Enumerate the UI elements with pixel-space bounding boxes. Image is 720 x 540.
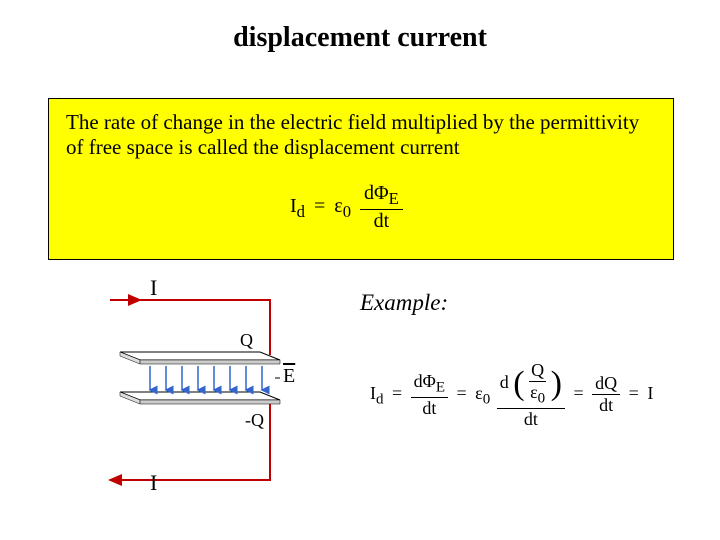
definition-text: The rate of change in the electric field… — [66, 110, 656, 160]
label-E: E — [283, 365, 295, 388]
f1-lhs: Id — [290, 195, 305, 217]
f1-eps: ε0 — [334, 195, 351, 217]
label-I-top: I — [150, 275, 157, 301]
f2-term1: dΦE dt — [411, 371, 448, 419]
f2-term3: dQ dt — [592, 373, 620, 416]
f1-frac: dΦE dt — [360, 182, 403, 233]
label-I-bot: I — [150, 470, 157, 496]
f2-rhs: I — [647, 383, 653, 403]
formula-displacement-current: Id = ε0 dΦE dt — [290, 182, 403, 233]
f2-paren: ( Q ε0 ) — [513, 360, 562, 408]
formula-derivation: Id = dΦE dt = ε0 d ( Q ε0 ) dt — [370, 360, 653, 430]
label-Q-bot: -Q — [245, 410, 264, 431]
f2-lhs: Id — [370, 383, 384, 403]
title-text: displacement current — [233, 22, 487, 53]
label-Q-top: Q — [240, 330, 253, 351]
capacitor-diagram — [80, 280, 310, 500]
f2-eps: ε0 — [475, 383, 490, 403]
page-title: displacement current — [0, 22, 720, 54]
example-label: Example: — [360, 290, 448, 316]
f2-term2: d ( Q ε0 ) dt — [497, 360, 565, 430]
f1-eq: = — [310, 195, 329, 217]
